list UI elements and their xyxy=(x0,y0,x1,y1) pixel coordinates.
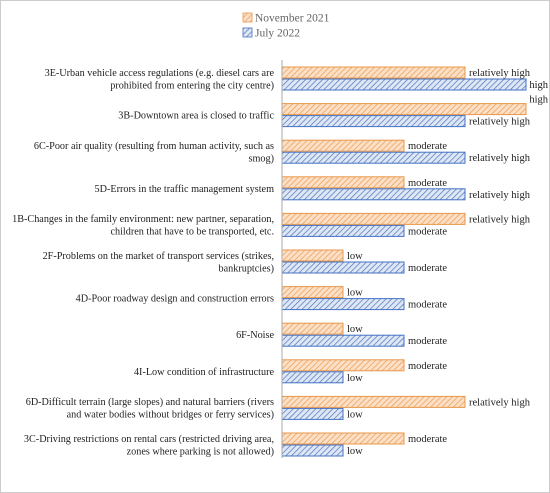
category-label-2-0: 6C-Poor air quality (resulting from huma… xyxy=(34,141,274,152)
category-label-1-0: 3B-Downtown area is closed to traffic xyxy=(118,111,274,122)
category-label-5-1: bankruptcies) xyxy=(219,263,274,274)
data-label-nov-10: moderate xyxy=(408,434,447,445)
legend-swatch-nov xyxy=(242,12,253,23)
category-label-10-1: zones where parking is not allowed) xyxy=(127,446,274,457)
category-label-8-0: 4I-Low condition of infrastructure xyxy=(134,367,275,378)
legend-label-nov: November 2021 xyxy=(255,13,330,25)
bar-nov-8 xyxy=(281,359,405,372)
bar-nov-7 xyxy=(281,322,344,335)
category-label-9-0: 6D-Difficult terrain (large slopes) and … xyxy=(26,397,274,408)
category-label-2-1: smog) xyxy=(249,153,274,164)
category-label-10-0: 3C-Driving restrictions on rental cars (… xyxy=(24,434,274,445)
bar-jul-7 xyxy=(281,334,405,347)
category-label-3-0: 5D-Errors in the traffic management syst… xyxy=(95,184,275,195)
legend-label-jul: July 2022 xyxy=(255,28,300,40)
bar-nov-2 xyxy=(281,139,405,152)
data-label-nov-9: relatively high xyxy=(469,397,531,408)
data-label-jul-10: low xyxy=(347,446,363,457)
bar-nov-3 xyxy=(281,176,405,189)
data-label-jul-0: high xyxy=(529,80,548,91)
category-label-0-0: 3E-Urban vehicle access regulations (e.g… xyxy=(45,68,275,79)
data-label-nov-1: high xyxy=(529,95,548,106)
category-label-6-0: 4D-Poor roadway design and construction … xyxy=(76,294,274,305)
data-label-nov-7: low xyxy=(347,324,363,335)
data-label-jul-6: moderate xyxy=(408,300,447,311)
bar-jul-6 xyxy=(281,298,405,311)
legend: November 2021 July 2022 xyxy=(242,12,330,40)
bar-jul-4 xyxy=(281,224,405,237)
category-label-5-0: 2F-Problems on the market of transport s… xyxy=(43,251,274,262)
bar-nov-6 xyxy=(281,286,344,299)
bar-nov-9 xyxy=(281,395,466,408)
bar-jul-1 xyxy=(281,115,466,128)
bar-nov-5 xyxy=(281,249,344,262)
category-label-4-1: children that have to be transported, et… xyxy=(110,227,274,238)
category-label-4-0: 1B-Changes in the family environment: ne… xyxy=(12,214,274,225)
data-label-jul-3: relatively high xyxy=(469,190,531,201)
data-label-jul-2: relatively high xyxy=(469,153,531,164)
bar-jul-0 xyxy=(281,78,527,91)
bar-jul-10 xyxy=(281,444,344,457)
data-label-nov-5: low xyxy=(347,251,363,262)
bar-jul-8 xyxy=(281,371,344,384)
bar-nov-4 xyxy=(281,212,466,225)
data-label-nov-3: moderate xyxy=(408,178,447,189)
data-label-nov-6: low xyxy=(347,288,363,299)
data-label-jul-8: low xyxy=(347,373,363,384)
data-label-nov-8: moderate xyxy=(408,361,447,372)
data-label-jul-9: low xyxy=(347,409,363,420)
bar-nov-10 xyxy=(281,432,405,445)
data-label-jul-1: relatively high xyxy=(469,117,531,128)
data-label-jul-5: moderate xyxy=(408,263,447,274)
category-label-9-1: and water bodies without bridges or ferr… xyxy=(67,410,274,421)
category-label-7-0: 6F-Noise xyxy=(236,330,274,341)
bar-nov-1 xyxy=(281,103,527,116)
category-label-0-1: prohibited from entering the city centre… xyxy=(110,80,274,91)
bar-jul-5 xyxy=(281,261,405,274)
bar-jul-3 xyxy=(281,188,466,201)
bar-jul-2 xyxy=(281,151,466,164)
data-label-jul-4: moderate xyxy=(408,226,447,237)
data-label-nov-0: relatively high xyxy=(469,68,531,79)
legend-swatch-jul xyxy=(242,27,253,38)
data-label-jul-7: moderate xyxy=(408,336,447,347)
bar-jul-9 xyxy=(281,407,344,420)
category-labels: 3E-Urban vehicle access regulations (e.g… xyxy=(12,68,274,458)
bar-nov-0 xyxy=(281,66,466,79)
data-label-nov-4: relatively high xyxy=(469,214,531,225)
data-label-nov-2: moderate xyxy=(408,141,447,152)
